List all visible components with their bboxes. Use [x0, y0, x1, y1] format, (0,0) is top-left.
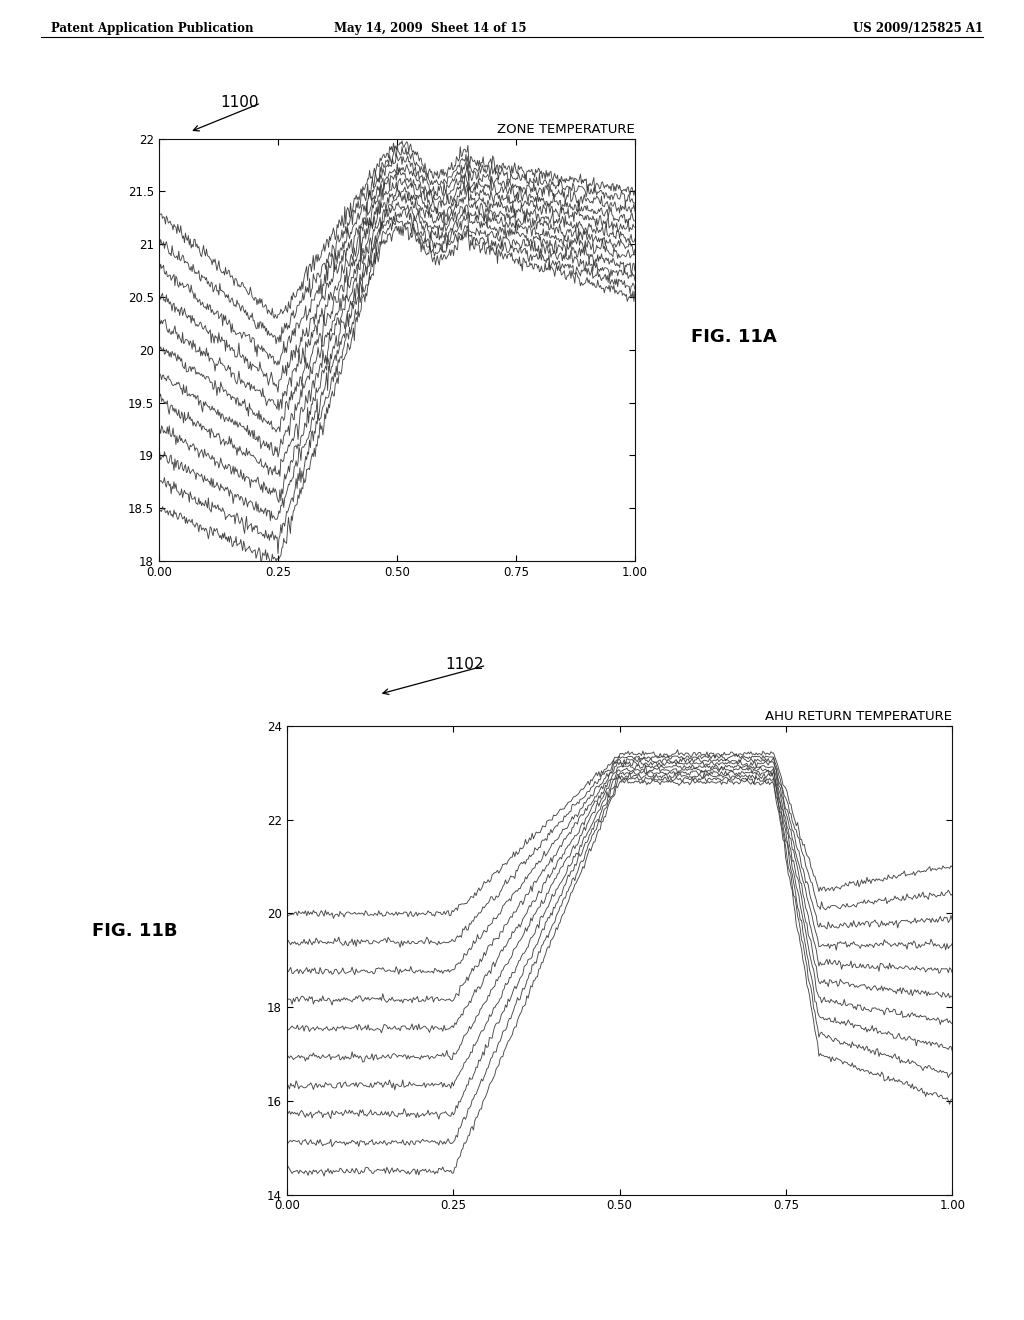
- Text: US 2009/125825 A1: US 2009/125825 A1: [853, 22, 983, 36]
- Text: 1102: 1102: [445, 657, 484, 672]
- Text: ZONE TEMPERATURE: ZONE TEMPERATURE: [497, 123, 635, 136]
- Text: AHU RETURN TEMPERATURE: AHU RETURN TEMPERATURE: [765, 710, 952, 723]
- Text: 1100: 1100: [220, 95, 259, 110]
- Text: FIG. 11B: FIG. 11B: [92, 921, 177, 940]
- Text: Patent Application Publication: Patent Application Publication: [51, 22, 254, 36]
- Text: May 14, 2009  Sheet 14 of 15: May 14, 2009 Sheet 14 of 15: [334, 22, 526, 36]
- Text: FIG. 11A: FIG. 11A: [691, 327, 777, 346]
